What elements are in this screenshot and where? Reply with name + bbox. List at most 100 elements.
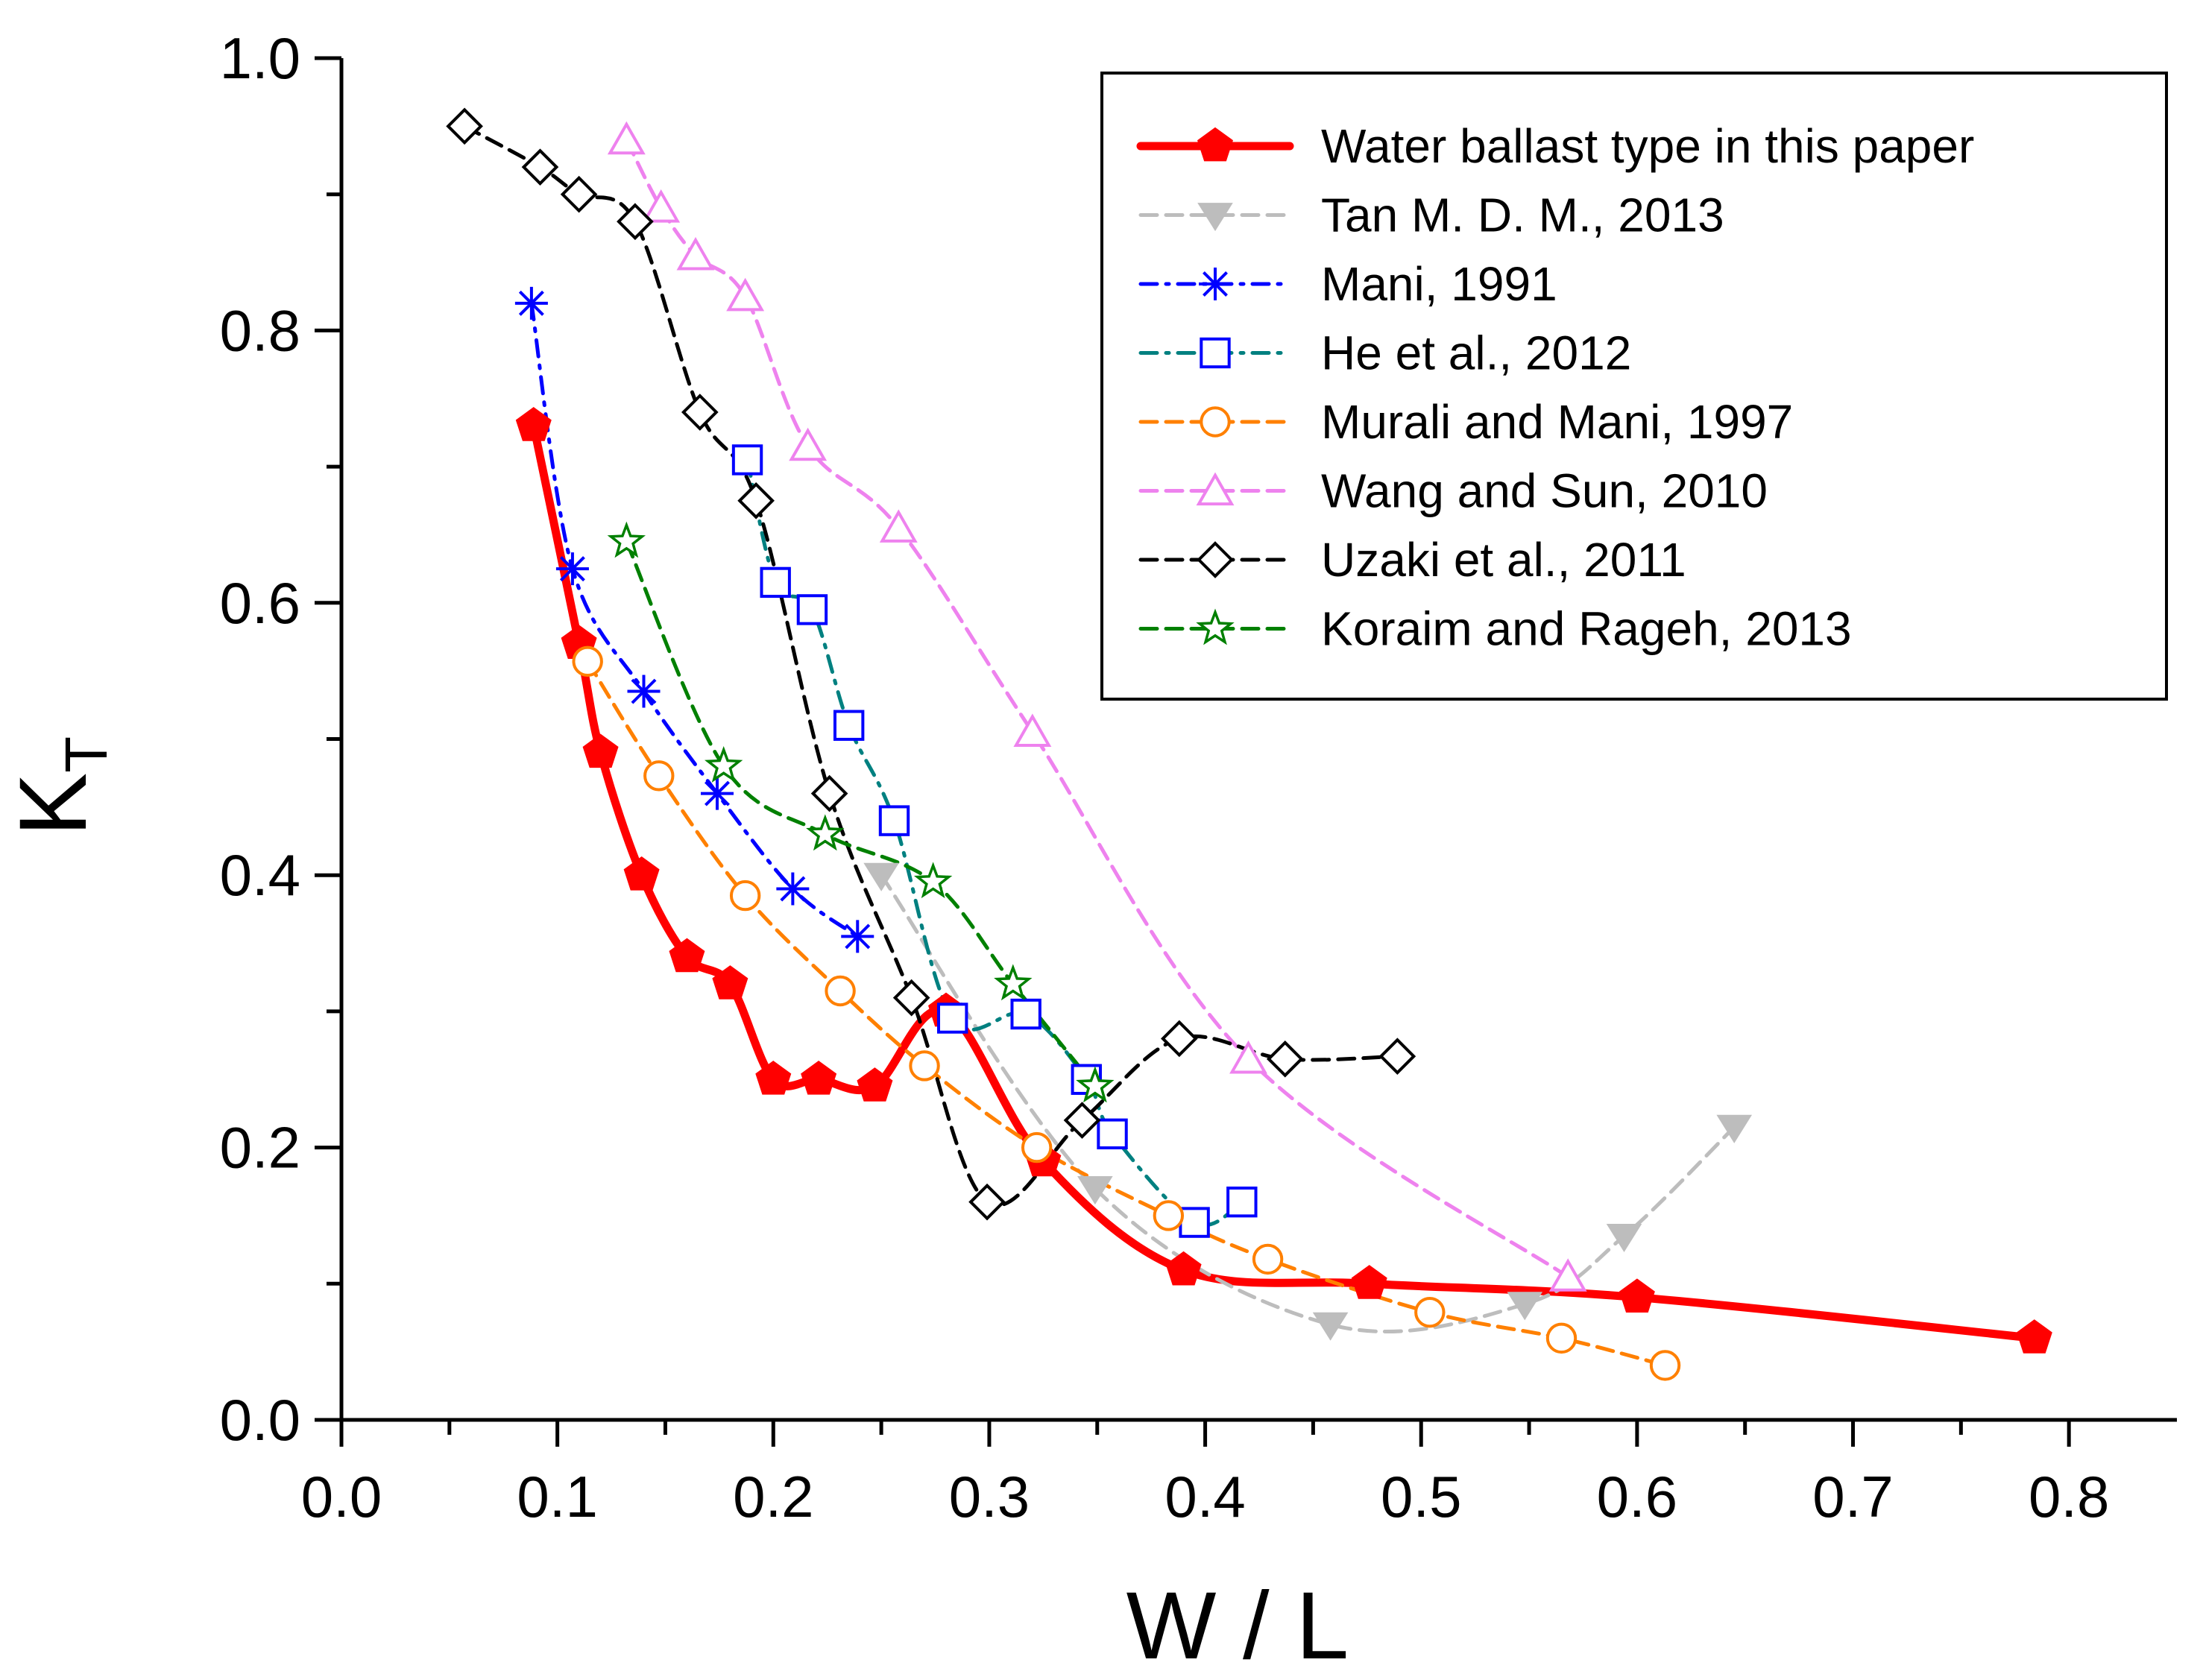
series-line bbox=[624, 540, 1097, 1088]
legend: Water ballast type in this paper Tan M. D… bbox=[1100, 72, 2168, 701]
y-tick-label: 1.0 bbox=[220, 25, 300, 91]
x-tick-label: 0.8 bbox=[2029, 1464, 2109, 1529]
data-point bbox=[1252, 1243, 1284, 1275]
data-point bbox=[825, 975, 856, 1007]
legend-item: Murali and Mani, 1997 bbox=[1138, 395, 1793, 449]
data-point bbox=[863, 862, 899, 891]
data-point bbox=[909, 1050, 940, 1081]
legend-label: He et al., 2012 bbox=[1321, 326, 1631, 380]
data-point bbox=[796, 594, 828, 625]
data-point bbox=[669, 938, 705, 973]
data-point bbox=[841, 920, 874, 953]
data-point bbox=[607, 121, 646, 155]
y-axis-title: KT bbox=[0, 736, 119, 836]
legend-box bbox=[1100, 72, 2168, 701]
data-point bbox=[1229, 1040, 1267, 1074]
data-point bbox=[572, 645, 603, 678]
legend-marker bbox=[1199, 268, 1232, 300]
data-point bbox=[1161, 1020, 1198, 1058]
legend-label: Murali and Mani, 1997 bbox=[1321, 395, 1793, 449]
legend-marker bbox=[1196, 608, 1235, 645]
y-tick-label: 0.2 bbox=[220, 1115, 300, 1181]
data-point bbox=[801, 1061, 837, 1095]
data-point bbox=[913, 862, 953, 899]
x-tick-label: 0.5 bbox=[1381, 1464, 1461, 1529]
legend-label: Wang and Sun, 2010 bbox=[1321, 464, 1768, 518]
legend-marker bbox=[1197, 127, 1234, 162]
data-point bbox=[1649, 1350, 1681, 1381]
legend-item: He et al., 2012 bbox=[1138, 326, 1631, 380]
data-point bbox=[833, 710, 865, 741]
legend-marker bbox=[1197, 203, 1233, 232]
data-point bbox=[1076, 1066, 1115, 1103]
data-point bbox=[643, 760, 675, 792]
data-point bbox=[642, 189, 681, 223]
data-point bbox=[1545, 1322, 1578, 1354]
series-markers bbox=[446, 107, 2052, 1381]
data-point bbox=[1179, 1207, 1210, 1238]
y-axis-title-main: K bbox=[0, 773, 107, 836]
data-point bbox=[1013, 713, 1052, 747]
legend-label: Koraim and Rageh, 2013 bbox=[1321, 602, 1852, 656]
data-point bbox=[1606, 1223, 1642, 1253]
data-point bbox=[446, 107, 483, 145]
data-point bbox=[726, 277, 765, 312]
legend-label: Mani, 1991 bbox=[1321, 257, 1557, 311]
data-point bbox=[515, 407, 552, 441]
data-point bbox=[1619, 1278, 1655, 1313]
data-point bbox=[968, 1183, 1006, 1221]
data-point bbox=[582, 733, 619, 768]
legend-item: Wang and Sun, 2010 bbox=[1138, 464, 1768, 518]
x-axis-title: W / L bbox=[1126, 1573, 1349, 1679]
data-point bbox=[776, 872, 810, 906]
series-line bbox=[585, 659, 1668, 1368]
data-point bbox=[857, 1067, 893, 1102]
x-tick-label: 0.1 bbox=[517, 1464, 597, 1529]
data-point bbox=[700, 777, 734, 810]
data-point bbox=[1266, 1040, 1304, 1078]
y-tick-label: 0.4 bbox=[220, 842, 300, 908]
legend-item: Koraim and Rageh, 2013 bbox=[1138, 602, 1852, 656]
x-tick-label: 0.7 bbox=[1812, 1464, 1893, 1529]
legend-item: Uzaki et al., 2011 bbox=[1138, 533, 1686, 587]
y-axis-title-subscript: T bbox=[53, 736, 119, 773]
data-point bbox=[1010, 998, 1041, 1030]
data-point bbox=[1312, 1312, 1349, 1341]
data-point bbox=[1097, 1118, 1128, 1150]
x-tick-label: 0.6 bbox=[1597, 1464, 1677, 1529]
data-point bbox=[729, 880, 761, 912]
x-tick-label: 0.3 bbox=[949, 1464, 1030, 1529]
y-tick-label: 0.6 bbox=[220, 570, 300, 636]
data-point bbox=[555, 552, 589, 586]
data-point bbox=[607, 521, 646, 558]
data-point bbox=[681, 394, 719, 431]
data-point bbox=[760, 566, 791, 599]
data-point bbox=[994, 964, 1033, 1001]
data-point bbox=[878, 805, 910, 836]
data-point bbox=[712, 965, 748, 1000]
data-point bbox=[806, 814, 845, 851]
legend-item: Tan M. D. M., 2013 bbox=[1138, 189, 1724, 242]
data-point bbox=[892, 979, 930, 1017]
data-point bbox=[1548, 1258, 1587, 1292]
data-point bbox=[1153, 1200, 1185, 1231]
data-point bbox=[617, 203, 654, 241]
legend-label: Tan M. D. M., 2013 bbox=[1321, 189, 1724, 242]
data-point bbox=[1507, 1292, 1543, 1321]
legend-marker bbox=[1197, 541, 1234, 578]
legend-marker bbox=[1200, 406, 1231, 438]
data-point bbox=[560, 175, 598, 213]
data-point bbox=[731, 444, 763, 476]
data-point bbox=[2016, 1319, 2052, 1354]
x-tick-label: 0.4 bbox=[1164, 1464, 1245, 1529]
x-tick-label: 0.2 bbox=[733, 1464, 813, 1529]
data-point bbox=[810, 774, 848, 812]
data-point bbox=[514, 286, 548, 320]
axes bbox=[315, 56, 2177, 1447]
data-point bbox=[1165, 1251, 1202, 1286]
data-point bbox=[879, 509, 918, 543]
data-point bbox=[521, 148, 559, 186]
svg-text:KT: KT bbox=[0, 736, 119, 836]
legend-label: Water ballast type in this paper bbox=[1321, 119, 1974, 173]
data-point bbox=[789, 427, 828, 461]
